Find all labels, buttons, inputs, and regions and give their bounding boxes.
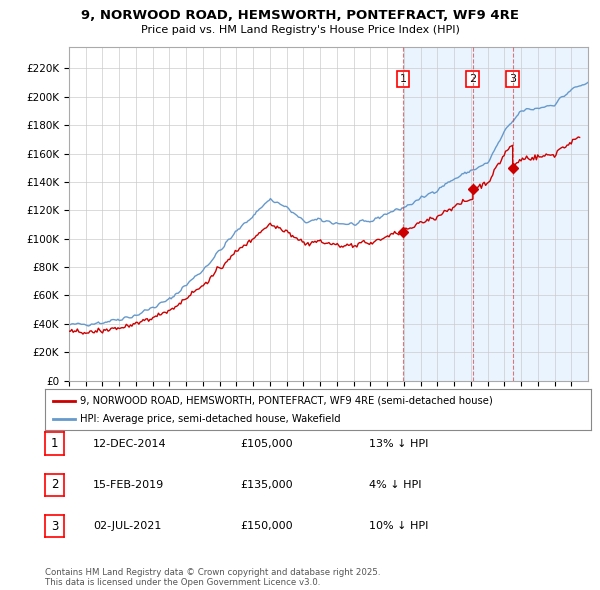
Text: 10% ↓ HPI: 10% ↓ HPI bbox=[369, 522, 428, 531]
Text: 1: 1 bbox=[400, 74, 407, 84]
Text: 13% ↓ HPI: 13% ↓ HPI bbox=[369, 439, 428, 448]
Text: £150,000: £150,000 bbox=[240, 522, 293, 531]
Bar bbox=[403, 47, 588, 381]
Text: Price paid vs. HM Land Registry's House Price Index (HPI): Price paid vs. HM Land Registry's House … bbox=[140, 25, 460, 35]
Text: 4% ↓ HPI: 4% ↓ HPI bbox=[369, 480, 421, 490]
Text: 9, NORWOOD ROAD, HEMSWORTH, PONTEFRACT, WF9 4RE (semi-detached house): 9, NORWOOD ROAD, HEMSWORTH, PONTEFRACT, … bbox=[80, 396, 493, 406]
Text: 1: 1 bbox=[51, 437, 58, 450]
Text: 9, NORWOOD ROAD, HEMSWORTH, PONTEFRACT, WF9 4RE: 9, NORWOOD ROAD, HEMSWORTH, PONTEFRACT, … bbox=[81, 9, 519, 22]
Text: 15-FEB-2019: 15-FEB-2019 bbox=[93, 480, 164, 490]
Text: 2: 2 bbox=[469, 74, 476, 84]
Text: 02-JUL-2021: 02-JUL-2021 bbox=[93, 522, 161, 531]
Text: £135,000: £135,000 bbox=[240, 480, 293, 490]
Text: £105,000: £105,000 bbox=[240, 439, 293, 448]
Text: 3: 3 bbox=[51, 520, 58, 533]
Text: 2: 2 bbox=[51, 478, 58, 491]
Text: 12-DEC-2014: 12-DEC-2014 bbox=[93, 439, 167, 448]
Text: 3: 3 bbox=[509, 74, 516, 84]
Text: Contains HM Land Registry data © Crown copyright and database right 2025.
This d: Contains HM Land Registry data © Crown c… bbox=[45, 568, 380, 587]
Text: HPI: Average price, semi-detached house, Wakefield: HPI: Average price, semi-detached house,… bbox=[80, 415, 341, 424]
